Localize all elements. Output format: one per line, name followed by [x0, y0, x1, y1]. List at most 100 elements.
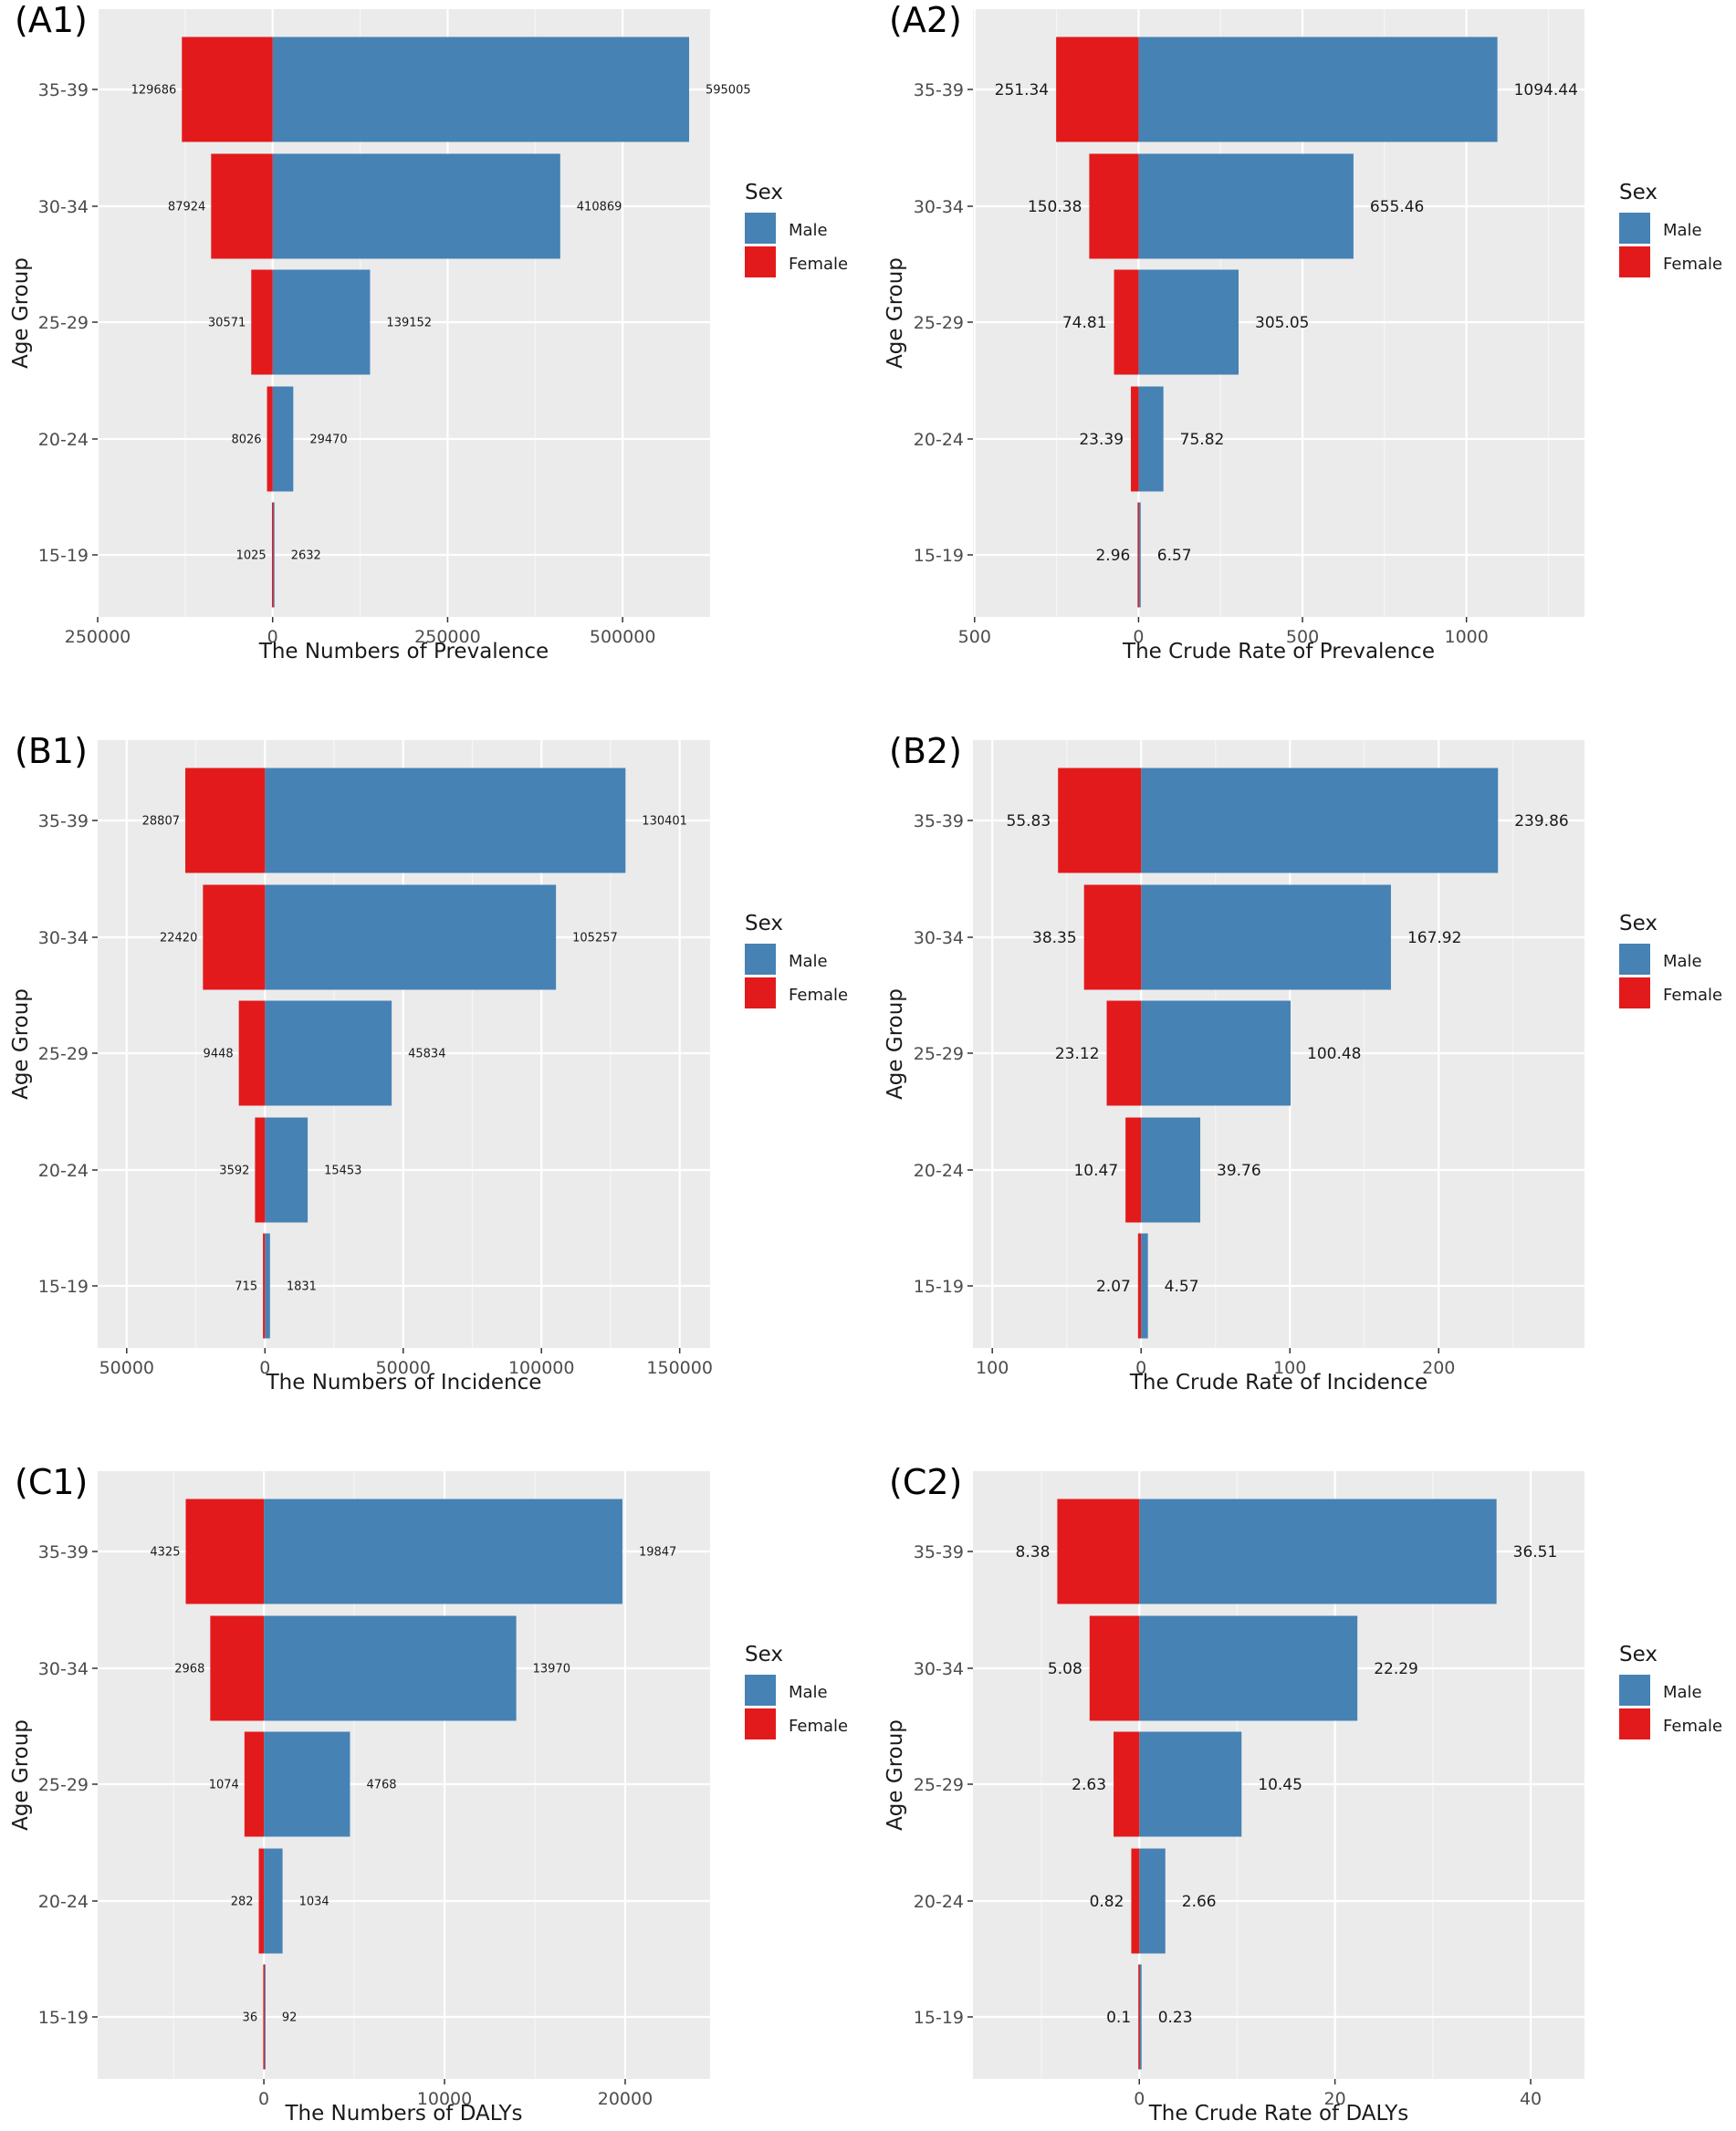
- legend-swatch-male: [1619, 1675, 1650, 1706]
- legend-swatch-male: [1619, 213, 1650, 244]
- chart-panel-6: 36.51 8.38 35-39 22.29 5.08 30-34 10.45 2.63 25-…: [884, 1462, 1722, 2126]
- data-label-female-25-29: 9448: [204, 1048, 234, 1061]
- legend: Sex Male Female: [745, 912, 848, 1008]
- legend-swatch-female: [1619, 977, 1650, 1008]
- y-tick-label: 30-34: [38, 197, 89, 217]
- data-label-male-35-39: 130401: [642, 815, 687, 829]
- legend-label-male: Male: [1663, 952, 1702, 971]
- bar-female-35-39: [182, 37, 273, 142]
- data-label-female-20-24: 10.47: [1073, 1162, 1118, 1180]
- data-label-female-15-19: 1025: [236, 549, 267, 563]
- data-label-male-15-19: 4.57: [1165, 1278, 1199, 1296]
- chart-panel-5: 19847 4325 35-39 13970 2968 30-34 4768 1074 25-2…: [9, 1462, 848, 2126]
- data-label-female-15-19: 36: [243, 2011, 258, 2025]
- data-label-male-30-34: 410869: [577, 201, 622, 214]
- x-tick-label: 10000: [417, 2089, 472, 2109]
- bar-male-25-29: [1139, 1731, 1242, 1837]
- data-label-male-15-19: 6.57: [1157, 547, 1192, 565]
- y-tick-label: 30-34: [38, 928, 89, 948]
- data-label-female-25-29: 30571: [208, 317, 246, 330]
- data-label-male-15-19: 92: [282, 2011, 298, 2025]
- legend-title: Sex: [745, 181, 783, 204]
- data-label-female-25-29: 23.12: [1055, 1045, 1100, 1063]
- x-tick-label: 250000: [65, 627, 131, 647]
- bar-male-25-29: [1138, 269, 1239, 375]
- legend-swatch-female: [745, 1708, 776, 1739]
- bar-male-20-24: [1138, 386, 1164, 492]
- y-tick-label: 30-34: [914, 197, 964, 217]
- bar-female-20-24: [1131, 1848, 1140, 1954]
- x-tick-label: 20000: [598, 2089, 653, 2109]
- legend-label-male: Male: [1663, 221, 1702, 240]
- data-label-male-30-34: 105257: [572, 932, 618, 945]
- bar-female-35-39: [1058, 768, 1142, 873]
- bar-male-25-29: [264, 1731, 350, 1837]
- data-label-male-30-34: 13970: [533, 1663, 570, 1677]
- y-axis-title: Age Group: [884, 257, 907, 369]
- bar-male-15-19: [1138, 502, 1141, 608]
- data-label-female-30-34: 2968: [174, 1663, 204, 1677]
- y-tick-label: 25-29: [38, 313, 89, 333]
- x-tick-label: 1000: [1444, 627, 1488, 647]
- y-tick-label: 35-39: [914, 1542, 964, 1562]
- bar-female-30-34: [211, 153, 273, 259]
- legend-label-female: Female: [1663, 986, 1722, 1005]
- legend: Sex Male Female: [1619, 1643, 1722, 1739]
- bar-female-30-34: [1089, 1615, 1140, 1721]
- y-tick-label: 15-19: [38, 546, 89, 566]
- legend-label-male: Male: [789, 221, 828, 240]
- y-tick-label: 25-29: [914, 1775, 964, 1795]
- legend-label-female: Female: [789, 1717, 848, 1736]
- legend-swatch-male: [745, 944, 776, 975]
- data-label-male-35-39: 595005: [706, 84, 751, 98]
- bar-male-15-19: [1139, 1964, 1142, 2070]
- bar-male-30-34: [265, 884, 557, 990]
- bar-female-20-24: [258, 1848, 265, 1954]
- data-label-male-35-39: 239.86: [1514, 812, 1568, 830]
- data-label-female-20-24: 0.82: [1090, 1893, 1124, 1911]
- bar-female-20-24: [255, 1117, 266, 1223]
- y-axis-title: Age Group: [9, 257, 33, 369]
- legend-swatch-female: [1619, 1708, 1650, 1739]
- panel-tag: (C2): [889, 1462, 962, 1502]
- x-tick-label: 500: [1286, 627, 1319, 647]
- data-label-female-35-39: 251.34: [995, 81, 1049, 99]
- bar-male-35-39: [1138, 37, 1498, 142]
- legend-label-female: Female: [1663, 1717, 1722, 1736]
- data-label-male-15-19: 1831: [287, 1280, 317, 1294]
- legend-swatch-female: [745, 977, 776, 1008]
- x-tick-label: 100: [1273, 1358, 1306, 1378]
- bar-female-20-24: [267, 386, 273, 492]
- x-axis-title: The Numbers of DALYs: [284, 2102, 522, 2126]
- x-tick-label: 0: [1133, 627, 1144, 647]
- legend-label-female: Female: [789, 255, 848, 274]
- x-axis-title: The Crude Rate of DALYs: [1148, 2102, 1409, 2126]
- x-tick-label: 40: [1520, 2089, 1542, 2109]
- data-label-female-35-39: 8.38: [1016, 1543, 1051, 1562]
- bar-female-25-29: [238, 1000, 266, 1106]
- y-axis-title: Age Group: [884, 1719, 907, 1831]
- data-label-female-30-34: 87924: [168, 201, 205, 214]
- bar-female-35-39: [185, 1499, 265, 1604]
- y-tick-label: 20-24: [914, 1161, 964, 1181]
- bar-female-25-29: [244, 1731, 265, 1837]
- data-label-female-30-34: 38.35: [1032, 929, 1077, 947]
- data-label-male-25-29: 45834: [408, 1048, 445, 1061]
- legend-label-male: Male: [789, 1683, 828, 1702]
- x-tick-label: 50000: [99, 1358, 154, 1378]
- bar-female-30-34: [203, 884, 266, 990]
- bar-male-35-39: [265, 768, 626, 873]
- bar-female-15-19: [263, 1964, 265, 2070]
- bar-female-35-39: [1057, 1499, 1140, 1604]
- y-tick-label: 20-24: [38, 430, 89, 450]
- data-label-female-30-34: 150.38: [1028, 198, 1082, 216]
- data-label-male-25-29: 4768: [366, 1779, 396, 1792]
- y-tick-label: 35-39: [38, 80, 89, 100]
- chart-panel-2: 1094.44 251.34 35-39 655.46 150.38 30-34 305.0…: [884, 0, 1722, 663]
- bar-male-35-39: [1141, 768, 1499, 873]
- bar-female-35-39: [185, 768, 266, 873]
- legend-label-female: Female: [789, 986, 848, 1005]
- data-label-female-25-29: 74.81: [1062, 314, 1107, 332]
- data-label-female-35-39: 55.83: [1007, 812, 1051, 830]
- y-tick-label: 35-39: [38, 811, 89, 831]
